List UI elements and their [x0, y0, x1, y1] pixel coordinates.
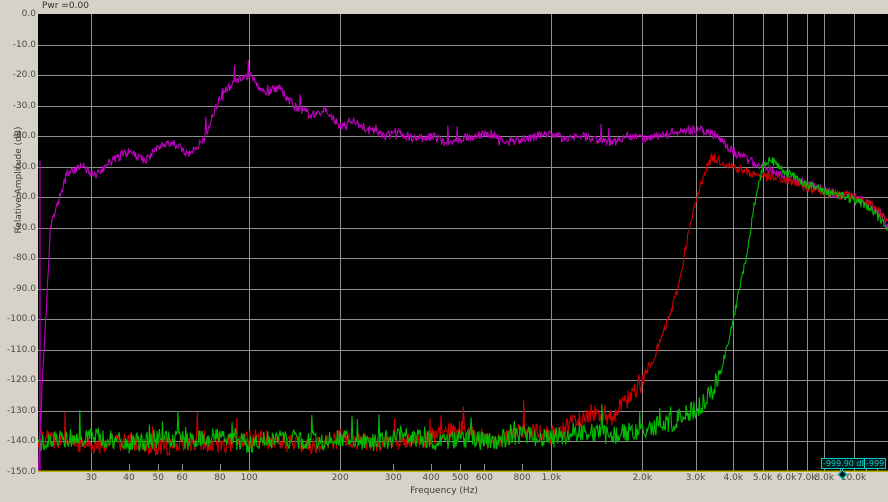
x-tick-label: 40 — [123, 473, 135, 483]
y-tick-label: -100.0 — [6, 314, 36, 325]
x-tick-label: 400 — [422, 473, 440, 483]
trace-1 — [38, 60, 888, 472]
x-tick-label: 4.0k — [723, 473, 744, 483]
x-tick-label: 8.0k — [814, 473, 835, 483]
x-tick-label: 60 — [176, 473, 188, 483]
y-tick-label: -50.0 — [12, 161, 36, 172]
x-tick-label: 30 — [85, 473, 97, 483]
plot-area[interactable] — [38, 14, 888, 472]
x-tick-label: 6.0k — [776, 473, 797, 483]
y-tick-label: -90.0 — [12, 283, 36, 294]
x-tick-label: 10.0k — [840, 473, 867, 483]
trace-lines — [38, 60, 888, 472]
x-tick-label: 200 — [331, 473, 349, 483]
x-tick-label: 800 — [513, 473, 531, 483]
y-tick-label: -110.0 — [6, 344, 36, 355]
y-axis-label: Relative Amplitude (dB) — [14, 126, 24, 234]
y-tick-label: -140.0 — [6, 436, 36, 447]
y-tick-label: 0.0 — [21, 9, 36, 19]
y-tick-label: -40.0 — [12, 131, 36, 142]
y-tick-label: -60.0 — [12, 192, 36, 203]
x-tick-label: 1.0k — [541, 473, 562, 483]
x-tick-label: 2.0k — [632, 473, 653, 483]
y-tick-label: -10.0 — [12, 39, 36, 50]
trace-2 — [38, 151, 888, 457]
x-tick-label: 300 — [384, 473, 402, 483]
x-tick-label: 50 — [152, 473, 164, 483]
x-tick-label: 500 — [451, 473, 470, 483]
marker-readout-1[interactable]: -999.90 dB — [821, 458, 869, 469]
x-tick-label: 5.0k — [752, 473, 773, 483]
grid-lines — [38, 14, 888, 472]
y-tick-label: -120.0 — [6, 375, 36, 386]
trace-3 — [38, 156, 888, 454]
marker-readout-2[interactable]: -999 — [864, 458, 887, 469]
y-tick-label: -150.0 — [6, 467, 36, 477]
x-axis-label: Frequency (Hz) — [410, 486, 478, 496]
x-tick-label: 80 — [214, 473, 226, 483]
y-tick-label: -70.0 — [12, 222, 36, 233]
y-tick-label: -30.0 — [12, 100, 36, 111]
power-readout: Pwr =0.00 — [42, 1, 89, 11]
x-tick-label: 100 — [240, 473, 258, 483]
y-tick-label: -130.0 — [6, 405, 36, 416]
x-tick-label: 600 — [475, 473, 493, 483]
x-tick-label: 7.0k — [796, 473, 817, 483]
y-tick-label: -80.0 — [12, 253, 36, 264]
x-tick-label: 3.0k — [685, 473, 706, 483]
y-tick-label: -20.0 — [12, 70, 36, 81]
